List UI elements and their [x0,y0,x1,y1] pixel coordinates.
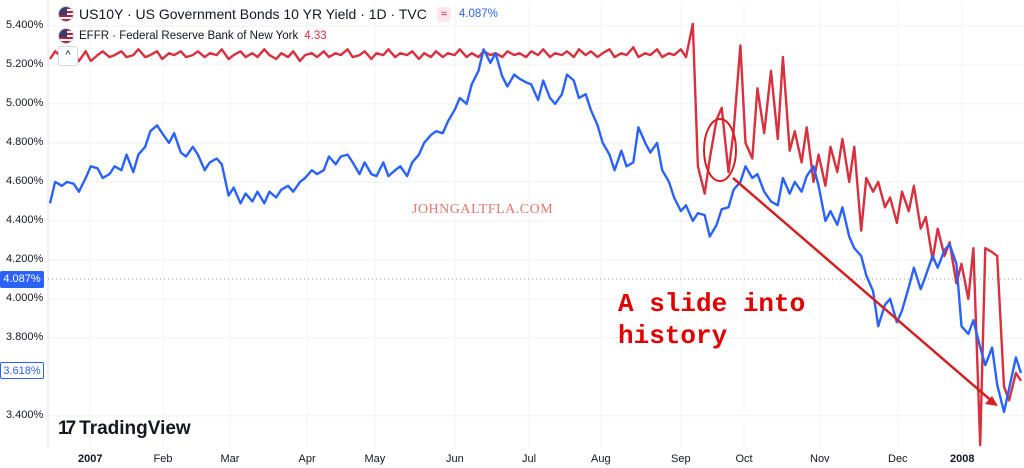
x-tick-label: Oct [735,453,753,465]
y-tick-label: 4.600% [6,174,44,187]
effr-last-value: 4.33 [304,30,327,42]
y-tick-label: 5.000% [6,96,44,109]
x-tick-label: 2007 [78,453,103,465]
y-tick-label: 5.200% [6,57,44,70]
x-tick-label: Sep [671,453,691,465]
tradingview-logo[interactable]: 17 TradingView [58,418,191,440]
annotation-line-1: A slide into [618,289,806,319]
us-flag-icon [58,6,74,22]
x-tick-label: Jul [522,453,537,465]
x-tick-label: Mar [220,453,240,465]
x-tick-label: Apr [298,453,316,465]
annotation-layer [703,118,998,406]
legend-us10y[interactable]: US10Y · US Government Bonds 10 YR Yield … [58,6,498,22]
watermark: JOHNGALTFLA.COM [412,202,554,217]
series-layer [48,22,1023,447]
trend-arrow-head [985,396,998,406]
tradingview-mark-icon: 17 [58,418,76,439]
series-line-us10y [48,48,1023,414]
tradingview-name: TradingView [79,418,191,439]
x-tick-label: Feb [153,453,173,465]
x-tick-label: Nov [810,453,830,465]
y-tick-label: 4.200% [6,252,44,265]
us10y-price-badge: 4.087% [0,271,44,288]
x-tick-label: May [364,453,386,465]
grid-lines [47,0,1024,448]
y-tick-label: 5.400% [6,18,44,31]
series-line-effr [48,22,1023,447]
annotation-text: A slide into history [618,288,805,352]
y-tick-label: 4.000% [6,291,44,304]
x-tick-label: Dec [888,453,908,465]
legend-effr[interactable]: EFFR · Federal Reserve Bank of New York … [58,28,327,44]
approx-icon: ≈ [436,6,451,22]
annotation-line-2: history [618,321,728,351]
x-tick-label: 2008 [950,453,975,465]
us-flag-icon [58,28,74,44]
x-tick-label: Aug [591,453,611,465]
y-tick-label: 4.800% [6,135,44,148]
y-tick-label: 3.800% [6,330,44,343]
y-tick-label: 3.400% [6,408,44,421]
y-tick-label: 4.400% [6,213,44,226]
collapse-legend-button[interactable]: ^ [58,46,78,66]
highlight-circle [703,118,737,182]
crosshair-price-badge: 3.618% [0,362,44,379]
trend-arrow-line [732,177,995,404]
us10y-last-value: 4.087% [458,8,498,20]
effr-title: EFFR · Federal Reserve Bank of New York [79,30,299,42]
x-tick-label: Jun [446,453,464,465]
us10y-title: US10Y · US Government Bonds 10 YR Yield … [79,6,427,22]
